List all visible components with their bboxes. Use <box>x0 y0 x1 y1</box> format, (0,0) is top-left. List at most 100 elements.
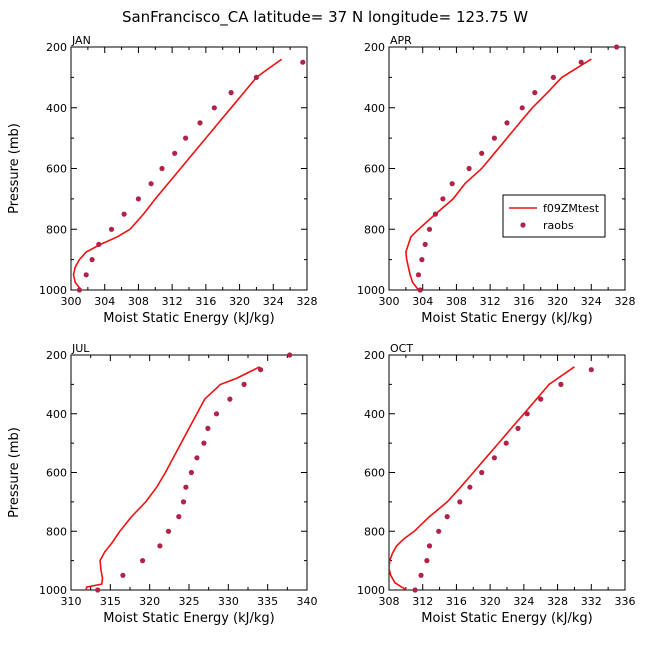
raobs-point <box>466 165 472 172</box>
raobs-point <box>550 74 557 80</box>
y-axis-label: Pressure (mb) <box>7 427 22 518</box>
raobs-point <box>287 352 293 358</box>
raobs-point <box>440 196 446 202</box>
raobs-point <box>180 499 187 505</box>
raobs-point <box>412 587 418 593</box>
y-tick-label: 800 <box>46 525 67 538</box>
y-tick-label: 200 <box>364 349 385 362</box>
panel-apr: APR 300 304 308 312 316 320 324 328 200 400 600 800 1… <box>357 34 636 326</box>
x-tick-label: 310 <box>61 595 82 608</box>
x-tick-label: 316 <box>446 595 467 608</box>
raobs-point <box>422 241 428 247</box>
x-tick-label: 336 <box>615 595 636 608</box>
raobs-point <box>194 455 200 461</box>
legend-model-label: f09ZMtest <box>543 202 600 215</box>
x-axis-label: Moist Static Energy (kJ/kg) <box>421 611 592 626</box>
raobs-point <box>241 381 247 387</box>
x-tick-label: 330 <box>218 595 239 608</box>
y-tick-label: 800 <box>46 223 67 236</box>
panel-label: JAN <box>71 34 91 47</box>
raobs-point <box>159 165 165 172</box>
plot-frame <box>70 46 308 291</box>
raobs-point <box>588 367 594 373</box>
model-line <box>389 366 575 590</box>
y-tick-label: 600 <box>46 163 67 176</box>
x-tick-label: 304 <box>94 295 115 308</box>
raobs-point <box>524 411 530 417</box>
y-axis-label: Pressure (mb) <box>7 123 22 214</box>
raobs-point <box>426 226 433 232</box>
raobs-point <box>183 484 189 490</box>
panel-label: APR <box>390 34 412 47</box>
x-axis-label: Moist Static Energy (kJ/kg) <box>103 611 274 626</box>
raobs-point <box>444 514 450 520</box>
model-line <box>85 366 261 590</box>
panel-jan: JAN 300 304 308 312 316 320 324 328 200 400 600 800 1… <box>7 34 318 326</box>
legend-box <box>502 194 606 238</box>
raobs-point <box>467 484 473 490</box>
raobs-point <box>503 440 509 446</box>
y-tick-label: 200 <box>364 41 385 54</box>
raobs-point <box>504 120 510 126</box>
figure-title: SanFrancisco_CA latitude= 37 N longitude… <box>122 8 528 27</box>
raobs-point <box>426 543 433 549</box>
raobs-point <box>197 120 203 126</box>
raobs-point <box>108 226 115 232</box>
panel-label: OCT <box>390 342 413 355</box>
raobs-point <box>479 469 485 476</box>
x-tick-label: 315 <box>100 595 121 608</box>
raobs-point <box>519 105 525 111</box>
x-tick-label: 312 <box>412 595 433 608</box>
x-tick-label: 320 <box>547 295 568 308</box>
model-line <box>72 58 283 290</box>
raobs-point <box>424 558 430 564</box>
raobs-point <box>515 425 521 431</box>
raobs-point <box>201 440 207 446</box>
model-line <box>405 58 592 290</box>
x-tick-label: 328 <box>297 295 318 308</box>
raobs-point <box>95 587 101 593</box>
y-tick-label: 800 <box>364 223 385 236</box>
raobs-point <box>89 257 95 263</box>
x-tick-label: 328 <box>615 295 636 308</box>
x-tick-label: 325 <box>179 595 200 608</box>
raobs-point <box>578 59 584 65</box>
raobs-point <box>253 74 259 80</box>
raobs-point <box>457 499 463 505</box>
y-tick-label: 600 <box>364 163 385 176</box>
x-tick-label: 304 <box>412 295 433 308</box>
x-tick-label: 320 <box>229 295 250 308</box>
raobs-point <box>449 181 455 187</box>
raobs-point <box>213 411 220 417</box>
x-tick-label: 335 <box>257 595 278 608</box>
legend: f09ZMtest raobs <box>502 194 606 238</box>
raobs-point <box>205 425 211 431</box>
x-tick-label: 340 <box>297 595 318 608</box>
x-tick-label: 332 <box>581 595 602 608</box>
x-tick-label: 316 <box>195 295 216 308</box>
x-tick-label: 312 <box>480 295 501 308</box>
x-tick-label: 316 <box>513 295 534 308</box>
raobs-point <box>76 287 82 293</box>
y-tick-label: 600 <box>364 467 385 480</box>
legend-obs-swatch <box>520 222 526 228</box>
raobs-point <box>148 181 154 187</box>
plot-frame <box>388 354 626 591</box>
raobs-point <box>614 44 620 50</box>
panel-label: JUL <box>71 342 90 355</box>
y-tick-label: 1000 <box>39 284 67 297</box>
panel-oct: OCT 308 312 316 320 324 328 332 336 200 400 600 800 1… <box>357 342 636 626</box>
panel-jul: JUL 310 315 320 325 330 335 340 200 400 600 800 1000… <box>7 342 318 626</box>
raobs-point <box>491 135 497 141</box>
raobs-point <box>558 381 564 387</box>
x-tick-label: 300 <box>61 295 82 308</box>
x-tick-label: 312 <box>162 295 183 308</box>
raobs-point <box>258 367 264 373</box>
y-tick-label: 400 <box>46 102 67 115</box>
raobs-point <box>183 135 189 141</box>
raobs-point <box>96 241 102 247</box>
raobs-point <box>121 211 127 217</box>
raobs-point <box>176 514 182 520</box>
panels: JAN 300 304 308 312 316 320 324 328 200 400 600 800 1… <box>7 34 636 626</box>
